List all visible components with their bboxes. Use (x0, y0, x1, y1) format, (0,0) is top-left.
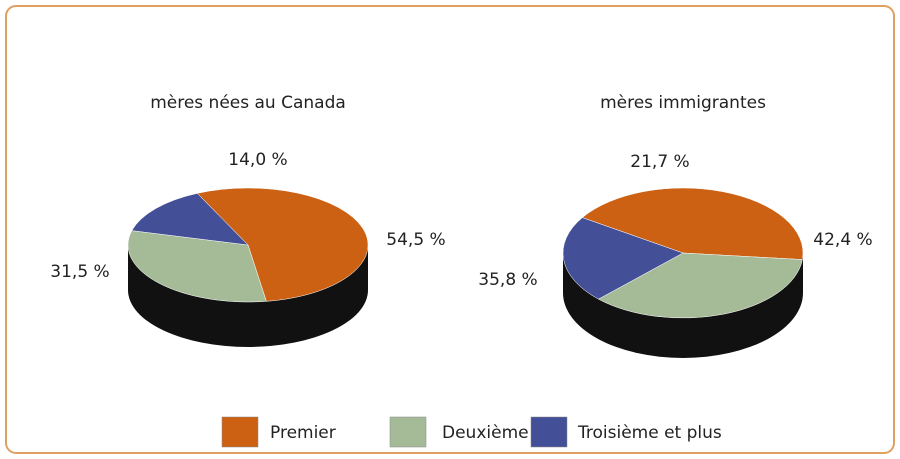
pie-slice (581, 187, 804, 260)
legend-swatch (389, 416, 427, 448)
legend-label: Troisième et plus (577, 423, 722, 443)
chart-title: mères immigrantes (600, 93, 766, 113)
data-label: 42,4 % (813, 230, 872, 250)
pie-slice (196, 187, 369, 302)
chart-title: mères nées au Canada (150, 93, 346, 113)
legend-swatch (530, 416, 568, 448)
data-label: 21,7 % (630, 152, 689, 172)
data-label: 14,0 % (228, 150, 287, 170)
pie-slice (562, 217, 684, 300)
pie-slice (131, 193, 249, 246)
pie-side (128, 245, 368, 347)
legend-swatch (221, 416, 259, 448)
legend-label: Premier (270, 423, 336, 443)
data-label: 31,5 % (50, 262, 109, 282)
data-label: 54,5 % (386, 230, 445, 250)
legend-label: Deuxième (442, 423, 529, 443)
pie-slice (597, 252, 803, 319)
pie-side (563, 253, 803, 358)
data-label: 35,8 % (478, 270, 537, 290)
pie-slice (127, 230, 267, 303)
